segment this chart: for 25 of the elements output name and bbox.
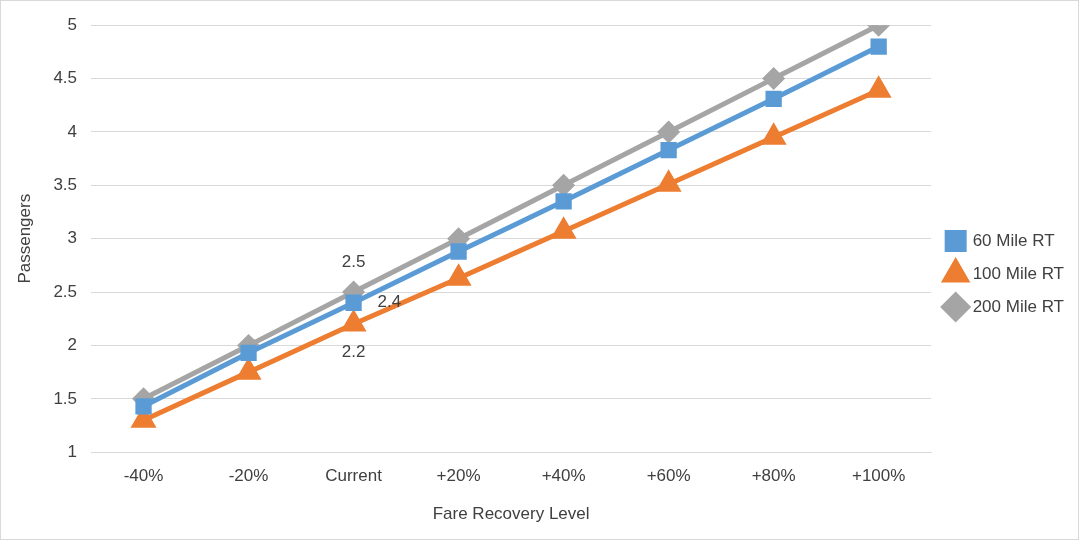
- x-axis-title: Fare Recovery Level: [432, 504, 590, 524]
- legend-label: 100 Mile RT: [972, 263, 1065, 283]
- y-tick-label: 5: [67, 14, 78, 34]
- data-label: 2.4: [377, 292, 402, 312]
- x-tick-label: -40%: [123, 466, 164, 486]
- y-tick-label: 2.5: [53, 281, 78, 301]
- data-label: 2.5: [341, 251, 366, 271]
- legend-label: 200 Mile RT: [972, 296, 1065, 316]
- y-tick-label: 1: [67, 441, 78, 461]
- y-tick-label: 1.5: [53, 388, 78, 408]
- legend-label: 60 Mile RT: [972, 230, 1055, 250]
- x-tick-label: +40%: [541, 466, 586, 486]
- y-tick-label: 3.5: [53, 175, 78, 195]
- y-tick-label: 4: [67, 121, 78, 141]
- y-tick-label: 3: [67, 228, 78, 248]
- x-tick-label: Current: [325, 466, 383, 486]
- x-tick-label: +60%: [646, 466, 691, 486]
- x-tick-label: -20%: [228, 466, 269, 486]
- y-axis-title: Passengers: [14, 193, 34, 284]
- y-tick-label: 4.5: [53, 68, 78, 88]
- x-tick-label: +100%: [851, 466, 906, 486]
- x-tick-label: +80%: [751, 466, 796, 486]
- data-label: 2.2: [341, 341, 366, 361]
- x-tick-label: +20%: [436, 466, 481, 486]
- y-tick-label: 2: [67, 335, 78, 355]
